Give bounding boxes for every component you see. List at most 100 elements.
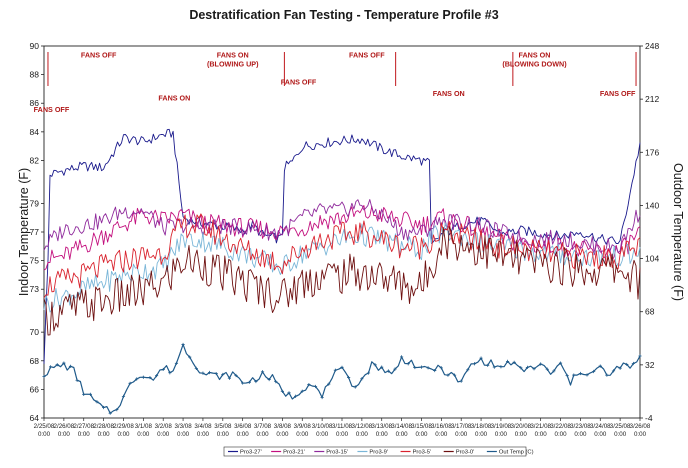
x-tick-date: 3/20/08 [510,423,531,430]
x-tick-date: 2/29/08 [113,423,134,430]
series-point [466,368,470,372]
series-point [174,361,179,365]
series-point [254,379,258,384]
y-tick-label: 90 [30,41,40,51]
y2-tick-label: 248 [645,41,659,51]
series-point [320,395,324,400]
chart-title: Destratification Fan Testing - Temperatu… [189,8,498,22]
series-point [148,375,152,380]
annotation-label: FANS OFF [34,105,70,114]
y-tick-label: 64 [30,413,40,423]
series-point [115,408,119,412]
annotation-label: FANS ON [217,50,249,59]
series-point [267,377,271,382]
x-tick-time: 0:00 [614,431,627,438]
x-tick-time: 0:00 [237,431,250,438]
x-tick-date: 3/17/08 [451,423,472,430]
series-point [313,384,318,389]
x-tick-date: 3/25/08 [610,423,631,430]
series-point [400,355,404,359]
x-tick-date: 3/14/08 [391,423,412,430]
x-tick-date: 3/9/08 [294,423,312,430]
y-tick-label: 75 [30,256,40,266]
series-line-3 [43,222,641,313]
series-point [572,373,576,377]
x-tick-date: 2/26/08 [54,423,75,430]
x-tick-time: 0:00 [58,431,71,438]
y-tick-label: 88 [30,70,40,80]
series-point [459,379,463,383]
x-tick-date: 3/26/08 [630,423,651,430]
series-point [294,394,298,398]
x-tick-date: 3/1/08 [135,423,153,430]
x-tick-date: 3/10/08 [312,423,333,430]
x-tick-date: 3/13/08 [371,423,392,430]
series-point [260,370,265,374]
series-point [532,367,536,371]
y2-axis-title: Outdoor Temperature (F) [671,163,685,301]
series-point [42,374,46,379]
series-line-5 [43,226,641,336]
series-point [519,366,523,370]
x-tick-date: 3/12/08 [352,423,373,430]
series-point [592,369,596,374]
series-point [439,366,443,370]
series-point [479,356,483,360]
series-point [108,411,112,415]
series-point [102,405,106,410]
x-tick-date: 3/2/08 [155,423,173,430]
annotation-label: (BLOWING UP) [207,59,259,68]
y2-tick-label: 104 [645,254,659,264]
x-tick-time: 0:00 [634,431,647,438]
annotation-label: FANS OFF [349,50,385,59]
series-point [221,372,225,377]
x-tick-time: 0:00 [594,431,607,438]
x-tick-date: 3/8/08 [274,423,292,430]
x-tick-date: 3/18/08 [471,423,492,430]
x-tick-time: 0:00 [535,431,548,438]
series-point [552,369,556,373]
series-point [88,392,92,396]
x-tick-date: 3/22/08 [550,423,571,430]
x-tick-date: 3/11/08 [332,423,353,430]
series-point [49,365,53,369]
series-point [360,377,364,381]
x-tick-time: 0:00 [98,431,111,438]
series-point [545,367,549,371]
x-tick-time: 0:00 [217,431,230,438]
legend-box [223,446,527,457]
series-point [558,361,563,365]
annotation-label: FANS ON [433,89,465,98]
series-point [247,380,251,384]
series-point [141,375,145,379]
series-point [154,374,159,378]
series-point [638,354,642,358]
series-point [307,382,311,387]
series-point [380,365,384,369]
annotation-label: FANS ON [158,93,190,102]
y-tick-label: 84 [30,127,40,137]
series-point [386,369,390,373]
series-point [406,362,410,366]
series-point [419,365,424,369]
series-point [194,366,198,370]
y2-tick-label: 176 [645,147,659,157]
x-tick-time: 0:00 [455,431,468,438]
series-line-4 [43,213,641,299]
series-point [492,365,496,369]
series-point [578,371,582,376]
y2-tick-label: 68 [645,307,655,317]
x-tick-date: 3/23/08 [570,423,591,430]
series-point [426,366,430,370]
y2-tick-label: 32 [645,360,655,370]
series-point [68,364,73,368]
x-tick-date: 2/27/08 [73,423,94,430]
series-point [274,380,278,384]
x-tick-time: 0:00 [117,431,130,438]
x-tick-time: 0:00 [276,431,289,438]
series-point [207,370,212,375]
series-point [433,368,437,373]
series-point [340,365,344,369]
series-point [446,373,450,377]
